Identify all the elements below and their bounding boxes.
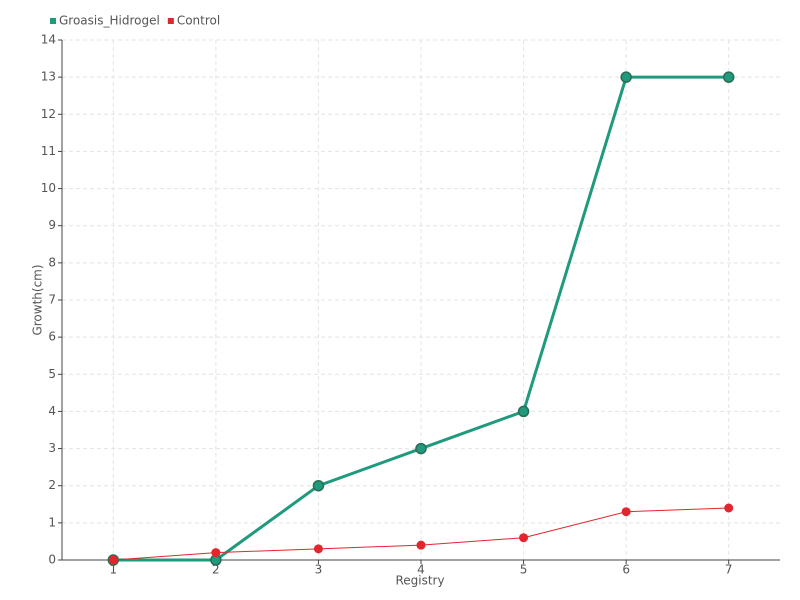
y-tick-label: 8 xyxy=(48,255,56,269)
y-tick-label: 0 xyxy=(48,553,56,567)
y-tick-label: 10 xyxy=(41,181,56,195)
data-point xyxy=(108,555,118,565)
data-point xyxy=(722,71,735,83)
legend-label: Control xyxy=(177,14,220,28)
y-tick-label: 4 xyxy=(48,404,56,418)
y-tick-label: 6 xyxy=(48,330,56,344)
x-tick-label: 4 xyxy=(417,563,425,577)
data-point xyxy=(415,442,427,455)
data-point xyxy=(620,71,632,83)
series-line xyxy=(113,75,729,562)
y-tick-label: 12 xyxy=(41,107,56,121)
data-point xyxy=(517,405,530,418)
x-tick-label: 2 xyxy=(212,563,220,577)
x-tick-label: 5 xyxy=(520,563,528,577)
legend-label: Groasis_Hidrogel xyxy=(59,14,160,28)
y-tick-label: 13 xyxy=(41,70,56,84)
y-tick-label: 14 xyxy=(41,33,56,47)
data-point xyxy=(313,544,323,554)
x-tick-label: 1 xyxy=(109,563,117,577)
data-point xyxy=(416,540,426,550)
y-tick-label: 7 xyxy=(48,293,56,307)
data-point xyxy=(724,503,734,513)
x-tick-label: 6 xyxy=(622,563,630,577)
y-tick-label: 1 xyxy=(48,515,56,529)
data-point xyxy=(519,533,529,543)
x-axis-label: Registry xyxy=(395,574,444,588)
y-tick-label: 2 xyxy=(48,478,56,492)
legend-swatch xyxy=(167,18,174,24)
data-point xyxy=(211,548,221,558)
y-tick-label: 9 xyxy=(48,218,56,232)
legend-swatch xyxy=(50,18,56,24)
data-point xyxy=(312,479,325,492)
y-tick-label: 11 xyxy=(41,144,56,158)
y-axis-label: Growth(cm) xyxy=(31,264,45,335)
x-tick-label: 3 xyxy=(315,563,323,577)
y-tick-label: 3 xyxy=(48,441,56,455)
data-point xyxy=(621,507,631,517)
y-tick-label: 5 xyxy=(48,367,56,381)
x-tick-label: 7 xyxy=(725,563,733,577)
